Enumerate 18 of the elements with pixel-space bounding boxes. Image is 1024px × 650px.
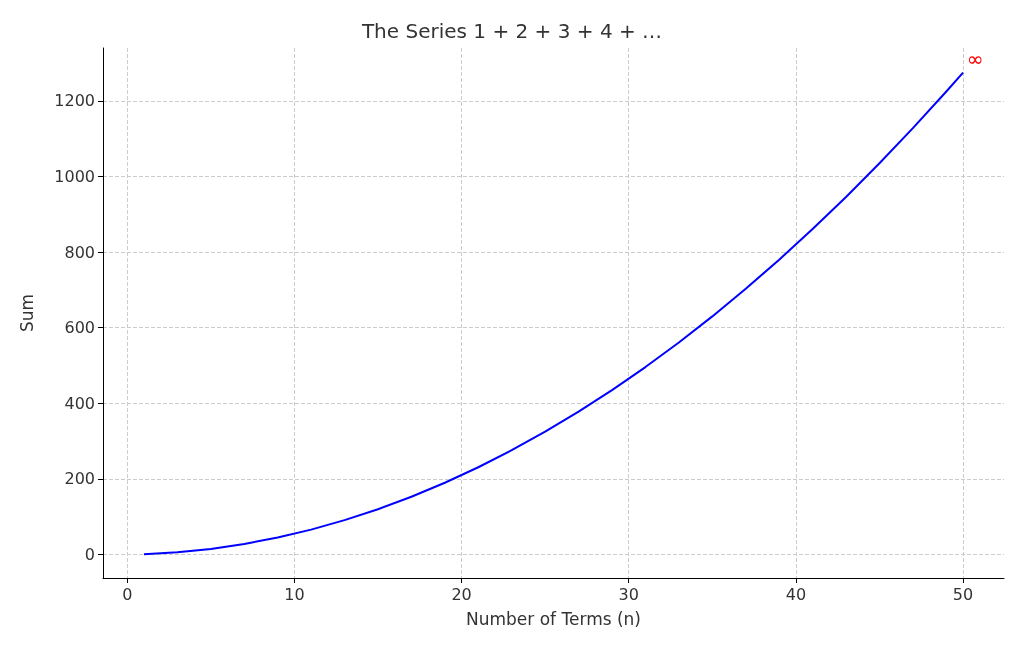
x-tick-label: 20 bbox=[451, 584, 472, 604]
annotation: ∞ bbox=[966, 46, 984, 71]
x-tick-label: 0 bbox=[122, 584, 133, 604]
y-tick-label: 1000 bbox=[54, 167, 95, 187]
y-tick-label: 200 bbox=[64, 469, 95, 489]
y-tick-label: 0 bbox=[84, 545, 95, 565]
y-tick-label: 800 bbox=[64, 242, 95, 262]
chart-title: The Series 1 + 2 + 3 + 4 + … bbox=[360, 19, 663, 43]
x-axis-title: Number of Terms (n) bbox=[466, 608, 641, 629]
y-tick-label: 600 bbox=[64, 318, 95, 338]
x-tick-label: 40 bbox=[785, 584, 807, 604]
y-axis-title: Sum bbox=[16, 293, 37, 333]
y-tick-label: 400 bbox=[64, 393, 95, 413]
x-tick-label: 50 bbox=[952, 584, 974, 604]
line-series bbox=[142, 71, 965, 556]
x-tick-label: 30 bbox=[618, 584, 639, 604]
x-tick-label: 10 bbox=[284, 584, 305, 604]
y-tick-label: 1200 bbox=[54, 91, 95, 111]
